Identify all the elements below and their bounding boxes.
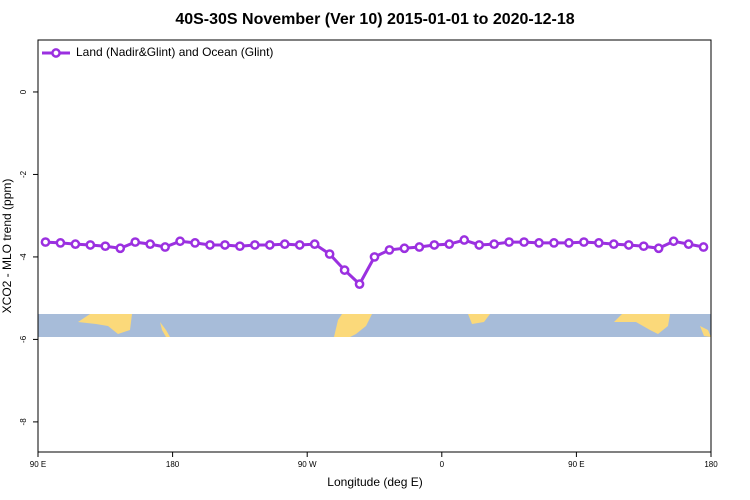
point [504,237,514,247]
point [100,241,111,252]
point [235,241,245,252]
y-tick-label: -6 [19,335,28,343]
point [369,252,380,262]
map-strip [38,314,711,337]
point [519,237,529,247]
plot-frame [37,39,712,453]
point [264,240,275,250]
point [593,238,604,248]
point [489,239,499,249]
point [623,240,634,250]
point [608,239,619,249]
x-tick-label: 0 [440,460,445,469]
point [638,241,649,252]
x-tick-label: 90 W [298,460,317,469]
point [534,238,544,248]
point [668,236,679,247]
y-axis-label: XCO2 - MLO trend (ppm) [0,179,14,314]
chart-title: 40S-30S November (Ver 10) 2015-01-01 to … [175,11,574,28]
point [444,239,455,249]
point [220,240,230,250]
point [429,240,440,250]
point [354,279,365,289]
point [250,240,260,250]
point [414,242,425,252]
point [160,242,170,252]
x-axis-label: Longitude (deg E) [327,475,422,489]
legend-marker [51,48,61,58]
point [205,240,215,250]
point [683,239,694,249]
point [653,243,664,254]
x-tick-label: 180 [704,460,718,469]
point [324,249,335,259]
point [549,238,559,248]
point [564,238,574,248]
point [130,237,141,247]
x-tick-label: 90 E [30,460,46,469]
point [115,243,126,254]
point [85,240,96,250]
point [40,237,51,247]
point [145,239,156,249]
point [70,239,81,249]
point [309,239,320,249]
y-tick-label: -4 [19,253,28,261]
point [474,240,485,250]
point [399,243,410,254]
y-tick-label: -2 [19,170,28,178]
point [279,239,290,249]
point [294,240,305,250]
point [459,235,470,245]
x-tick-label: 90 E [568,460,584,469]
point [384,245,395,255]
point [698,242,709,252]
point [175,236,185,247]
point [190,238,200,248]
legend-label: Land (Nadir&Glint) and Ocean (Glint) [76,45,273,59]
point [579,237,589,247]
point [339,265,350,275]
series-line [45,238,704,287]
y-tick-label: 0 [19,89,28,94]
y-tick-label: -8 [19,418,28,426]
point [55,238,66,248]
x-tick-label: 180 [166,460,180,469]
